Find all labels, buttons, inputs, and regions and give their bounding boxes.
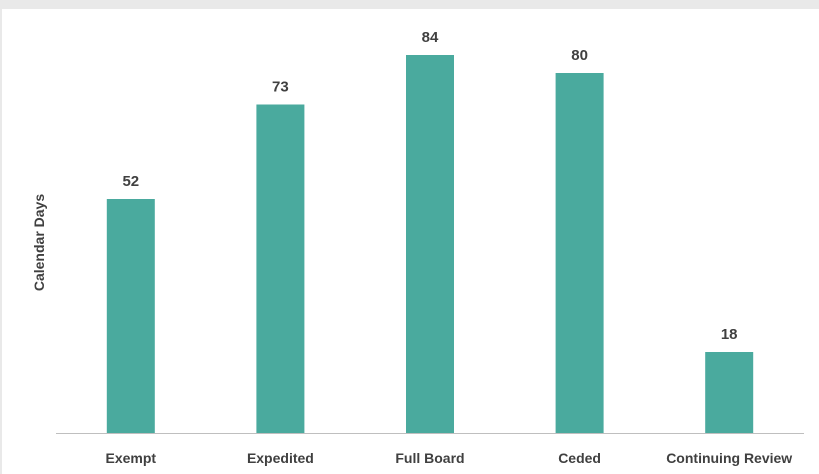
data-label-full-board: 84 xyxy=(422,29,439,46)
x-tick-label-full-board: Full Board xyxy=(395,450,464,466)
bar-full-board xyxy=(406,55,454,433)
data-label-ceded: 80 xyxy=(571,47,588,64)
data-label-continuing-review: 18 xyxy=(721,326,738,343)
bar-continuing-review xyxy=(705,352,754,433)
x-tick-label-expedited: Expedited xyxy=(247,450,314,466)
x-tick-labels-group: Exempt Expedited Full Board Ceded Continuing… xyxy=(106,450,793,466)
x-tick-label-ceded: Ceded xyxy=(558,450,601,466)
x-tick-label-exempt: Exempt xyxy=(106,450,157,466)
bar-ceded xyxy=(555,73,604,433)
y-axis-title: Calendar Days xyxy=(31,194,47,291)
data-label-expedited: 73 xyxy=(272,79,289,96)
bar-expedited xyxy=(256,104,305,433)
bars-group xyxy=(106,55,754,433)
x-tick-label-continuing-review: Continuing Review xyxy=(666,450,792,466)
data-labels-group: 52 73 84 80 18 xyxy=(122,29,737,343)
data-label-exempt: 52 xyxy=(122,173,139,190)
bar-exempt xyxy=(106,199,155,433)
